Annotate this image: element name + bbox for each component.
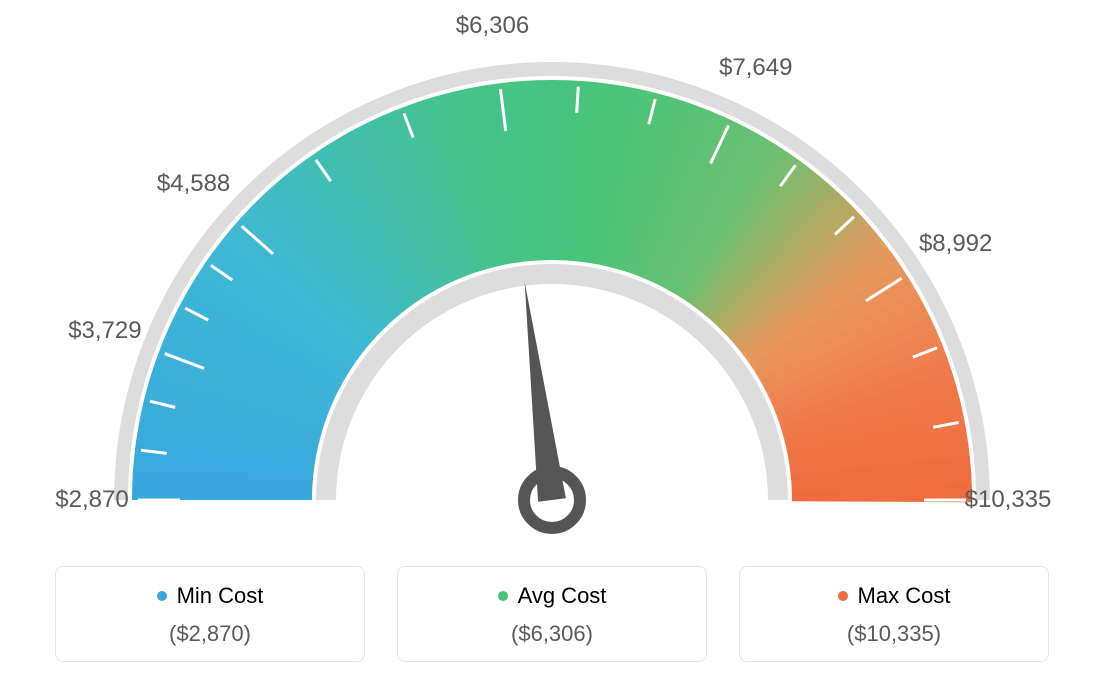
legend-dot-min — [157, 591, 167, 601]
legend-title-max: Max Cost — [838, 583, 951, 609]
legend-dot-avg — [498, 591, 508, 601]
legend-label-max: Max Cost — [858, 583, 951, 609]
legend-value-max: ($10,335) — [740, 621, 1048, 647]
gauge-tick-label: $3,729 — [68, 317, 141, 345]
gauge-tick-label: $8,992 — [919, 230, 992, 258]
legend-card-max: Max Cost ($10,335) — [739, 566, 1049, 662]
legend-value-min: ($2,870) — [56, 621, 364, 647]
legend-card-min: Min Cost ($2,870) — [55, 566, 365, 662]
gauge-tick-label: $6,306 — [456, 12, 529, 40]
legend-value-avg: ($6,306) — [398, 621, 706, 647]
legend-label-min: Min Cost — [177, 583, 264, 609]
legend-row: Min Cost ($2,870) Avg Cost ($6,306) Max … — [0, 566, 1104, 662]
gauge-tick-label: $2,870 — [55, 486, 128, 514]
legend-dot-max — [838, 591, 848, 601]
gauge-tick-label: $4,588 — [157, 170, 230, 198]
gauge-chart — [0, 0, 1104, 560]
legend-title-min: Min Cost — [157, 583, 264, 609]
gauge-tick-label: $7,649 — [719, 54, 792, 82]
legend-label-avg: Avg Cost — [518, 583, 607, 609]
legend-title-avg: Avg Cost — [498, 583, 607, 609]
gauge-container: $2,870 $3,729 $4,588 $6,306 $7,649 $8,992 $10,… — [0, 0, 1104, 560]
legend-card-avg: Avg Cost ($6,306) — [397, 566, 707, 662]
gauge-tick-label: $10,335 — [965, 486, 1052, 514]
